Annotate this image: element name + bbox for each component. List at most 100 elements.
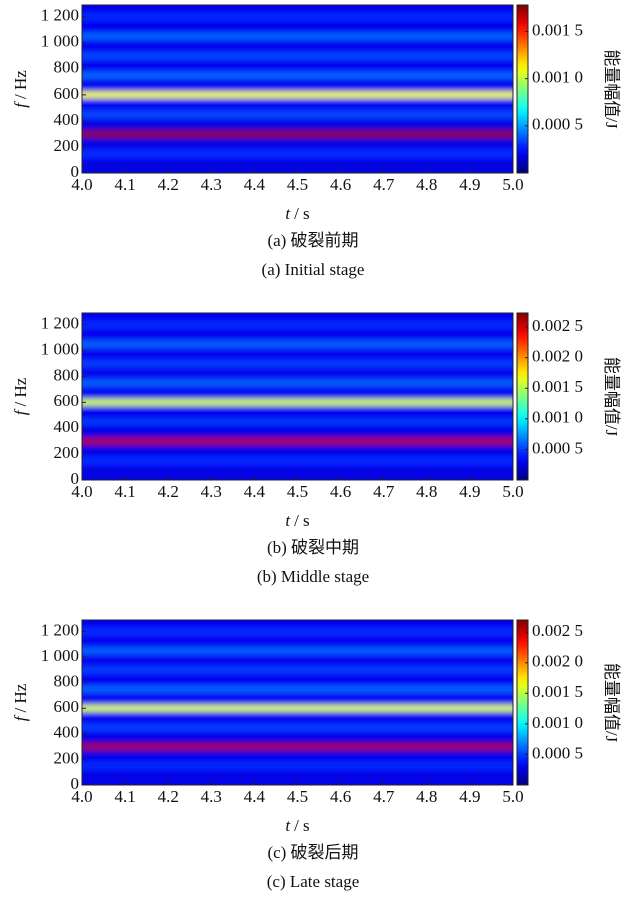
y-tick-label: 800 [54, 365, 80, 384]
caption-en: (a) Initial stage [262, 260, 365, 279]
heatmap-row [82, 717, 513, 725]
y-tick-label: 600 [54, 391, 80, 410]
panel: 0 200 400 600 800 1 000 1 200 4.0 4.1 4.2 4.3 4.4 4.… [11, 4, 621, 279]
heatmap-row [82, 347, 513, 354]
heatmap-row [82, 156, 513, 164]
heatmap-row [82, 72, 513, 79]
heatmap-row [82, 628, 513, 635]
x-axis-unit: / s [294, 204, 310, 223]
heatmap-row [82, 373, 513, 380]
y-axis-symbol: f [11, 408, 30, 415]
heatmap-row [82, 59, 513, 66]
heatmap-row [82, 412, 513, 419]
x-tick-label: 5.0 [502, 175, 523, 194]
heatmap-row [82, 673, 513, 680]
colorbar-tick-label: 0.001 5 [532, 682, 583, 701]
heatmap-row [82, 692, 513, 699]
heatmap-cells [82, 5, 513, 173]
x-axis-symbol: t [285, 204, 291, 223]
heatmap-row [82, 98, 513, 105]
heatmap-row [82, 78, 513, 86]
x-axis-symbol: t [285, 816, 291, 835]
heatmap-row [82, 634, 513, 642]
heatmap-row [82, 660, 513, 667]
x-tick-label: 4.7 [373, 175, 395, 194]
x-tick-label: 4.4 [244, 787, 266, 806]
x-tick-label: 4.7 [373, 482, 395, 501]
y-axis-label: f / Hz [11, 70, 30, 108]
x-axis-label: t / s [285, 204, 309, 223]
y-tick-label: 200 [54, 748, 80, 767]
x-tick-label: 4.7 [373, 787, 395, 806]
heatmap-row [82, 685, 513, 693]
x-tick-label: 4.2 [158, 175, 179, 194]
heatmap-row [82, 65, 513, 73]
x-tick-label: 4.5 [287, 482, 308, 501]
heatmap-row [82, 386, 513, 393]
heatmap-row [82, 91, 513, 99]
colorbar-tick-label: 0.000 5 [532, 438, 583, 457]
heatmap-row [82, 705, 513, 712]
x-tick-label: 4.9 [459, 787, 480, 806]
caption-en: (b) Middle stage [257, 567, 369, 586]
y-tick-label: 0 [71, 162, 80, 181]
heatmap-row [82, 424, 513, 432]
y-axis-label: f / Hz [11, 683, 30, 721]
heatmap-row [82, 111, 513, 118]
colorbar-tick-label: 0.001 5 [532, 20, 583, 39]
heatmap-row [82, 666, 513, 674]
heatmap-row [82, 327, 513, 335]
heatmap-row [82, 5, 513, 14]
heatmap-row [82, 749, 513, 757]
heatmap-row [82, 762, 513, 770]
colorbar-label: 能量幅值/J [602, 49, 621, 129]
heatmap-row [82, 104, 513, 112]
heatmap-row [82, 653, 513, 661]
heatmap-row [82, 19, 513, 27]
heatmap-row [82, 130, 513, 138]
y-tick-label: 1 000 [41, 339, 79, 358]
heatmap-row [82, 730, 513, 738]
x-axis-label: t / s [285, 816, 309, 835]
heatmap-row [82, 321, 513, 328]
heatmap-cells [82, 313, 513, 480]
heatmap-row [82, 457, 513, 464]
y-axis-symbol: f [11, 101, 30, 108]
heatmap-row [82, 756, 513, 763]
heatmap-row [82, 150, 513, 157]
x-tick-label: 4.0 [71, 787, 92, 806]
x-tick-label: 4.5 [287, 787, 308, 806]
heatmap-row [82, 647, 513, 654]
heatmap-row [82, 13, 513, 20]
colorbar-tick-label: 0.001 0 [532, 713, 583, 732]
x-tick-label: 4.3 [201, 482, 222, 501]
y-tick-label: 200 [54, 136, 80, 155]
x-tick-label: 4.5 [287, 175, 308, 194]
y-tick-label: 800 [54, 672, 80, 691]
colorbar-tick-label: 0.002 0 [532, 652, 583, 671]
y-axis-unit: / Hz [11, 683, 30, 712]
heatmap-row [82, 437, 513, 445]
heatmap-row [82, 418, 513, 425]
colorbar-tick-label: 0.001 0 [532, 408, 583, 427]
y-tick-label: 400 [54, 110, 80, 129]
y-axis-unit: / Hz [11, 70, 30, 99]
panel: 0 200 400 600 800 1 000 1 200 4.0 4.1 4.2 4.3 4.4 4.… [11, 619, 621, 891]
heatmap-row [82, 85, 513, 92]
colorbar [516, 4, 529, 174]
x-tick-label: 4.0 [71, 482, 92, 501]
heatmap-row [82, 52, 513, 60]
heatmap-row [82, 379, 513, 387]
y-axis-symbol: f [11, 714, 30, 721]
heatmap-row [82, 399, 513, 406]
heatmap-row [82, 620, 513, 629]
colorbar-tick-label: 0.002 5 [532, 316, 583, 335]
heatmap-row [82, 743, 513, 750]
heatmap-row [82, 33, 513, 40]
heatmap-row [82, 463, 513, 471]
colorbar-label: 能量幅值/J [602, 663, 621, 743]
y-tick-label: 1 000 [41, 646, 79, 665]
x-tick-label: 4.6 [330, 787, 351, 806]
y-tick-label: 400 [54, 723, 80, 742]
heatmap-row [82, 737, 513, 744]
